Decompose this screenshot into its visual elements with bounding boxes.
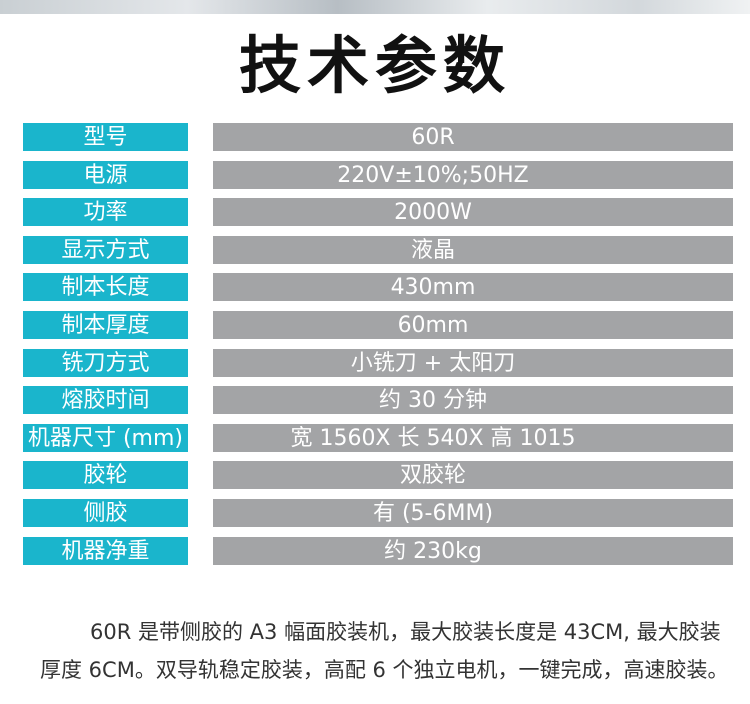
spec-row: 铣刀方式 小铣刀 + 太阳刀	[23, 348, 733, 377]
spec-value: 液晶	[213, 235, 733, 264]
spec-value-text: 约 230kg	[384, 538, 482, 564]
spec-label: 铣刀方式	[23, 348, 188, 377]
spec-row: 功率 2000W	[23, 198, 733, 227]
spec-row: 电源 220V±10%;50HZ	[23, 160, 733, 189]
spec-value: 2000W	[213, 198, 733, 227]
spec-value-text: 220V±10%;50HZ	[337, 162, 529, 188]
spec-value: 60R	[213, 123, 733, 151]
spec-row: 制本长度 430mm	[23, 273, 733, 302]
spec-label: 侧胶	[23, 498, 188, 527]
spec-value-text: 宽 1560X 长 540X 高 1015	[290, 425, 576, 451]
spec-table: 型号 60R 电源 220V±10%;50HZ 功率 2000W 显示方式 液晶…	[23, 123, 733, 574]
spec-row: 型号 60R	[23, 123, 733, 151]
spec-value: 约 30 分钟	[213, 386, 733, 415]
spec-value: 宽 1560X 长 540X 高 1015	[213, 423, 733, 452]
spec-label: 机器净重	[23, 536, 188, 565]
spec-row: 侧胶 有 (5-6MM)	[23, 498, 733, 527]
spec-row: 机器净重 约 230kg	[23, 536, 733, 565]
spec-label: 制本厚度	[23, 310, 188, 339]
spec-label: 熔胶时间	[23, 386, 188, 415]
product-description: 60R 是带侧胶的 A3 幅面胶装机，最大胶装长度是 43CM, 最大胶装厚度 …	[40, 620, 729, 682]
spec-value-text: 有 (5-6MM)	[372, 500, 494, 526]
spec-value: 双胶轮	[213, 461, 733, 490]
spec-label: 胶轮	[23, 461, 188, 490]
spec-value-text: 2000W	[394, 200, 472, 226]
spec-value-text: 约 30 分钟	[379, 388, 487, 414]
spec-value: 430mm	[213, 273, 733, 302]
spec-value-text: 60R	[411, 125, 455, 150]
spec-value: 小铣刀 + 太阳刀	[213, 348, 733, 377]
spec-row: 显示方式 液晶	[23, 235, 733, 264]
spec-label: 显示方式	[23, 235, 188, 264]
spec-row: 机器尺寸 (mm) 宽 1560X 长 540X 高 1015	[23, 423, 733, 452]
spec-row: 熔胶时间 约 30 分钟	[23, 386, 733, 415]
spec-label: 型号	[23, 123, 188, 151]
spec-label: 电源	[23, 160, 188, 189]
spec-row: 胶轮 双胶轮	[23, 461, 733, 490]
spec-value-text: 小铣刀 + 太阳刀	[350, 350, 516, 376]
spec-value-text: 双胶轮	[399, 463, 466, 489]
page-title: 技术参数	[238, 29, 511, 102]
spec-value-text: 60mm	[397, 312, 469, 338]
spec-label: 机器尺寸 (mm)	[23, 423, 188, 452]
spec-value: 60mm	[213, 310, 733, 339]
spec-label: 功率	[23, 198, 188, 227]
spec-label: 制本长度	[23, 273, 188, 302]
spec-value-text: 430mm	[390, 275, 476, 301]
spec-value: 约 230kg	[213, 536, 733, 565]
spec-row: 制本厚度 60mm	[23, 310, 733, 339]
spec-value: 有 (5-6MM)	[213, 498, 733, 527]
spec-value-text: 液晶	[410, 237, 455, 263]
spec-value: 220V±10%;50HZ	[213, 160, 733, 189]
product-photo-strip	[0, 0, 750, 14]
